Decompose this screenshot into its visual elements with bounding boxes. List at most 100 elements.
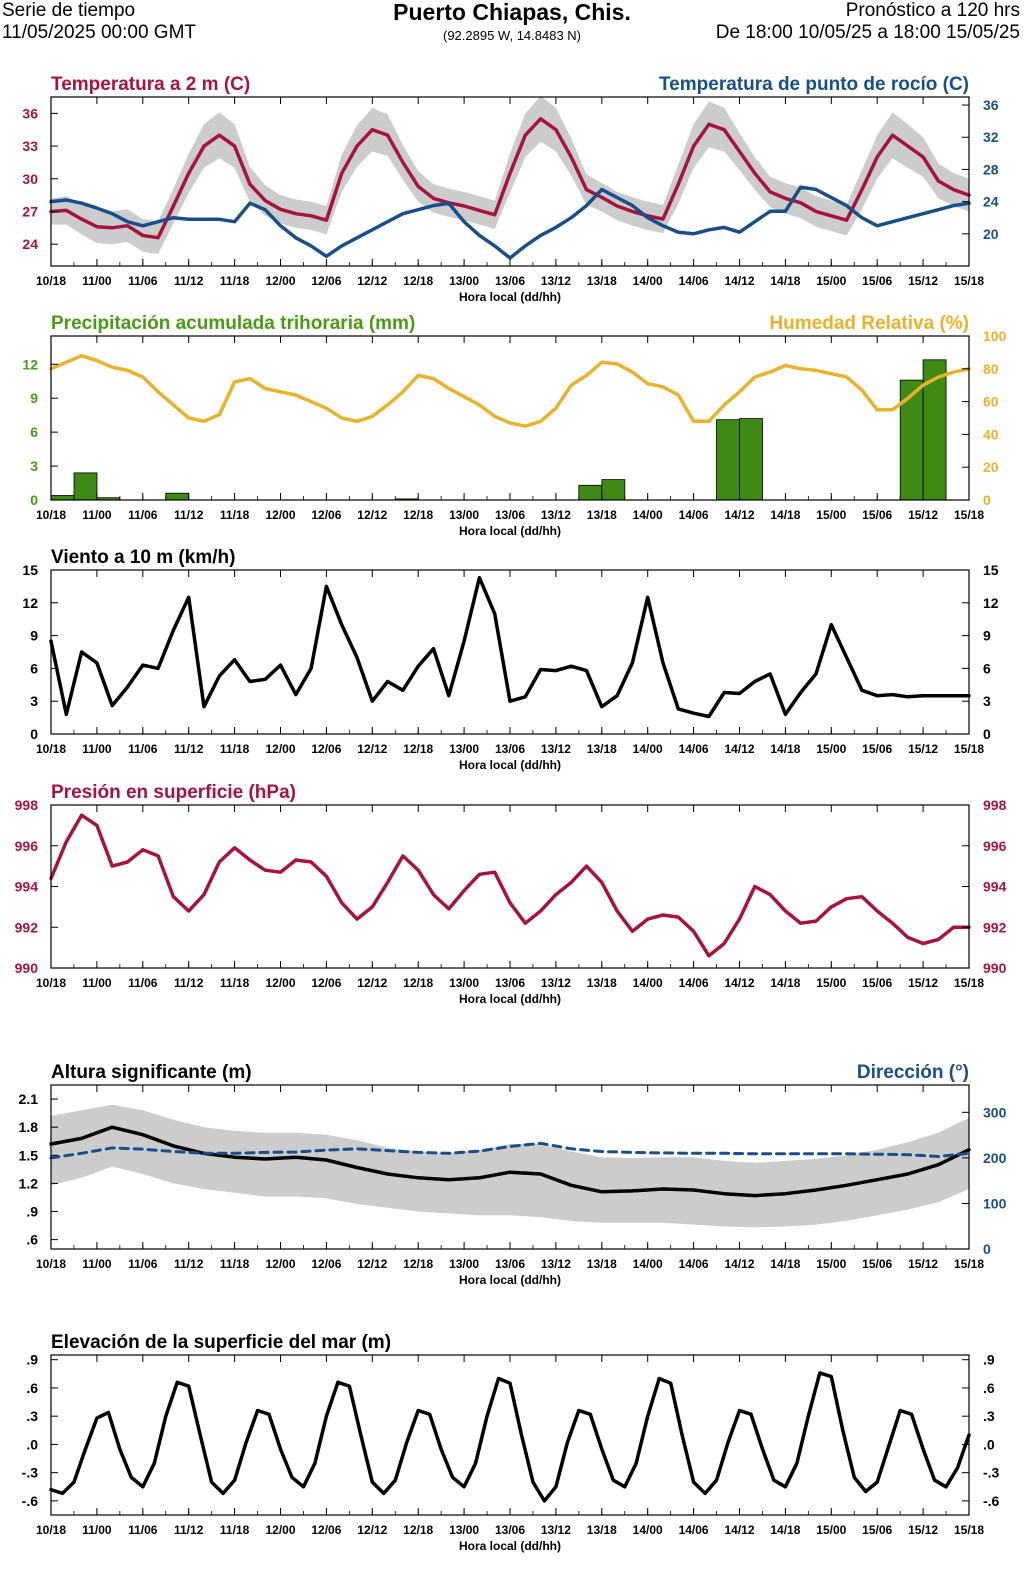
x-tick-label: 14/06: [679, 1523, 709, 1537]
y-tick-label-right: 0: [983, 1241, 991, 1257]
x-tick-label: 12/18: [403, 742, 433, 756]
y-tick-label-left: 9: [30, 390, 38, 406]
x-tick-label: 12/00: [265, 1257, 295, 1271]
x-axis-label: Hora local (dd/hh): [459, 1539, 561, 1553]
x-tick-label: 14/06: [679, 976, 709, 990]
y-tick-label-left: -.6: [22, 1493, 39, 1509]
precip-bar: [739, 418, 763, 501]
y-tick-label-left: 1.8: [19, 1119, 39, 1135]
x-tick-label: 15/00: [816, 274, 846, 288]
precip-bar: [899, 379, 924, 501]
x-tick-label: 15/12: [908, 274, 938, 288]
panel-title-left: Presión en superficie (hPa): [51, 782, 296, 803]
y-tick-label-right: 80: [983, 361, 999, 377]
x-tick-label: 11/18: [220, 1523, 250, 1537]
x-tick-label: 13/00: [449, 976, 479, 990]
y-tick-label-left: 1.2: [19, 1175, 39, 1191]
x-tick-label: 14/00: [633, 976, 663, 990]
x-tick-label: 11/18: [220, 1257, 250, 1271]
y-tick-label-right: .3: [983, 1408, 995, 1424]
x-tick-label: 14/18: [770, 1257, 800, 1271]
x-tick-label: 15/00: [816, 1523, 846, 1537]
y-tick-label-right: 0: [983, 492, 991, 508]
panel-title-right: Dirección (°): [857, 1062, 969, 1083]
y-tick-label-right: 12: [983, 595, 999, 611]
y-tick-label-left: 3: [30, 693, 38, 709]
x-tick-label: 14/06: [679, 1257, 709, 1271]
x-tick-label: 10/18: [36, 274, 66, 288]
x-tick-label: 15/18: [954, 976, 984, 990]
x-tick-label: 12/06: [311, 508, 341, 522]
x-tick-label: 11/00: [82, 1257, 112, 1271]
x-tick-label: 12/18: [403, 1523, 433, 1537]
x-tick-label: 15/12: [908, 742, 938, 756]
x-tick-label: 13/12: [541, 742, 571, 756]
panel-title-right: Temperatura de punto de rocío (C): [659, 74, 969, 95]
x-tick-label: 12/00: [265, 508, 295, 522]
y-tick-label-right: 36: [983, 97, 999, 113]
x-tick-label: 15/18: [954, 1523, 984, 1537]
x-tick-label: 11/06: [128, 1257, 158, 1271]
x-tick-label: 13/06: [495, 742, 525, 756]
y-tick-label-left: 9: [30, 628, 38, 644]
forecast-period: De 18:00 10/05/25 a 18:00 15/05/25: [715, 22, 1020, 43]
elevacion-de-la-superficie-del-mar-line: [49, 1371, 971, 1503]
y-tick-label-right: 20: [983, 459, 999, 475]
y-tick-label-left: 6: [30, 660, 38, 676]
x-tick-label: 15/00: [816, 1257, 846, 1271]
x-tick-label: 10/18: [36, 1523, 66, 1537]
x-tick-label: 14/18: [770, 274, 800, 288]
x-tick-label: 12/12: [357, 508, 387, 522]
y-tick-label-right: 6: [983, 660, 991, 676]
x-tick-label: 14/12: [724, 742, 754, 756]
forecast-range-label: Pronóstico a 120 hrs: [845, 0, 1020, 21]
y-tick-label-right: 992: [983, 919, 1007, 935]
x-tick-label: 13/12: [541, 976, 571, 990]
y-tick-label-right: 28: [983, 161, 999, 177]
x-tick-label: 13/00: [449, 274, 479, 288]
y-tick-label-right: 32: [983, 129, 999, 145]
y-tick-label-right: 100: [983, 328, 1007, 344]
x-tick-label: 15/18: [954, 1257, 984, 1271]
x-tick-label: 13/18: [587, 976, 617, 990]
y-tick-label-left: 6: [30, 424, 38, 440]
x-axis-label: Hora local (dd/hh): [459, 524, 561, 538]
x-tick-label: 10/18: [36, 742, 66, 756]
x-tick-label: 12/06: [311, 274, 341, 288]
x-tick-label: 14/18: [770, 976, 800, 990]
y-tick-label-right: 60: [983, 394, 999, 410]
y-tick-label-right: 200: [983, 1150, 1007, 1166]
y-tick-label-left: 3: [30, 458, 38, 474]
panel-title-left: Temperatura a 2 m (C): [51, 74, 250, 95]
x-tick-label: 12/00: [265, 742, 295, 756]
y-tick-label-left: 36: [22, 105, 38, 121]
x-tick-label: 11/06: [128, 274, 158, 288]
y-tick-label-left: 994: [15, 879, 39, 895]
x-tick-label: 11/12: [174, 742, 204, 756]
panel-title-left: Altura significante (m): [51, 1062, 252, 1083]
temperatura-de-punto-de-rocio-line: [49, 185, 971, 260]
y-tick-label-left: 2.1: [19, 1091, 39, 1107]
x-tick-label: 15/06: [862, 1523, 892, 1537]
y-tick-label-left: 12: [22, 356, 38, 372]
header-left: Serie de tiempo 11/05/2025 00:00 GMT: [2, 0, 196, 44]
y-tick-label-right: .6: [983, 1380, 995, 1396]
x-tick-label: 12/12: [357, 274, 387, 288]
x-tick-label: 11/18: [220, 976, 250, 990]
panel-title-left: Elevación de la superficie del mar (m): [51, 1332, 391, 1353]
x-tick-label: 15/18: [954, 274, 984, 288]
x-tick-label: 15/18: [954, 742, 984, 756]
humedad-relativa-line: [49, 353, 971, 428]
x-tick-label: 11/00: [82, 508, 112, 522]
x-tick-label: 11/00: [82, 1523, 112, 1537]
x-tick-label: 14/00: [633, 1523, 663, 1537]
x-tick-label: 13/00: [449, 1257, 479, 1271]
panel-title-right: Humedad Relativa (%): [769, 313, 969, 334]
x-tick-label: 11/12: [174, 1257, 204, 1271]
x-tick-label: 12/06: [311, 742, 341, 756]
x-tick-label: 12/12: [357, 742, 387, 756]
x-tick-label: 13/18: [587, 274, 617, 288]
precip-bar: [601, 479, 626, 501]
x-tick-label: 13/00: [449, 1523, 479, 1537]
y-tick-label-left: 30: [22, 171, 38, 187]
